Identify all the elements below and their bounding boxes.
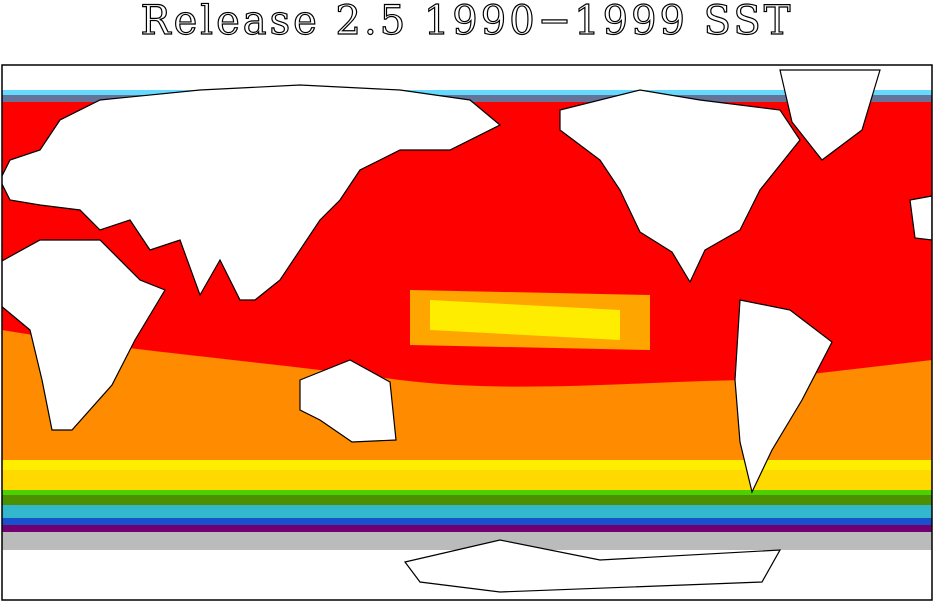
australia [299, 359, 397, 443]
southern-yellow-band [2, 460, 932, 495]
southern-green-band [2, 490, 932, 505]
greenland [779, 69, 881, 161]
southern-blue-band [2, 518, 932, 536]
antarctica [403, 539, 782, 593]
north-america [559, 89, 801, 284]
eurasia [2, 84, 502, 301]
europe-edge [909, 195, 932, 241]
south-america [734, 299, 833, 494]
sst-field [2, 65, 932, 600]
map-frame [1, 64, 933, 601]
subtropic-band [2, 330, 932, 470]
pacific-cool-core [430, 300, 620, 340]
africa [2, 239, 166, 431]
sea-ice-edge [2, 532, 932, 552]
map-title: Release 2.5 1990−1999 SST [141, 0, 794, 44]
